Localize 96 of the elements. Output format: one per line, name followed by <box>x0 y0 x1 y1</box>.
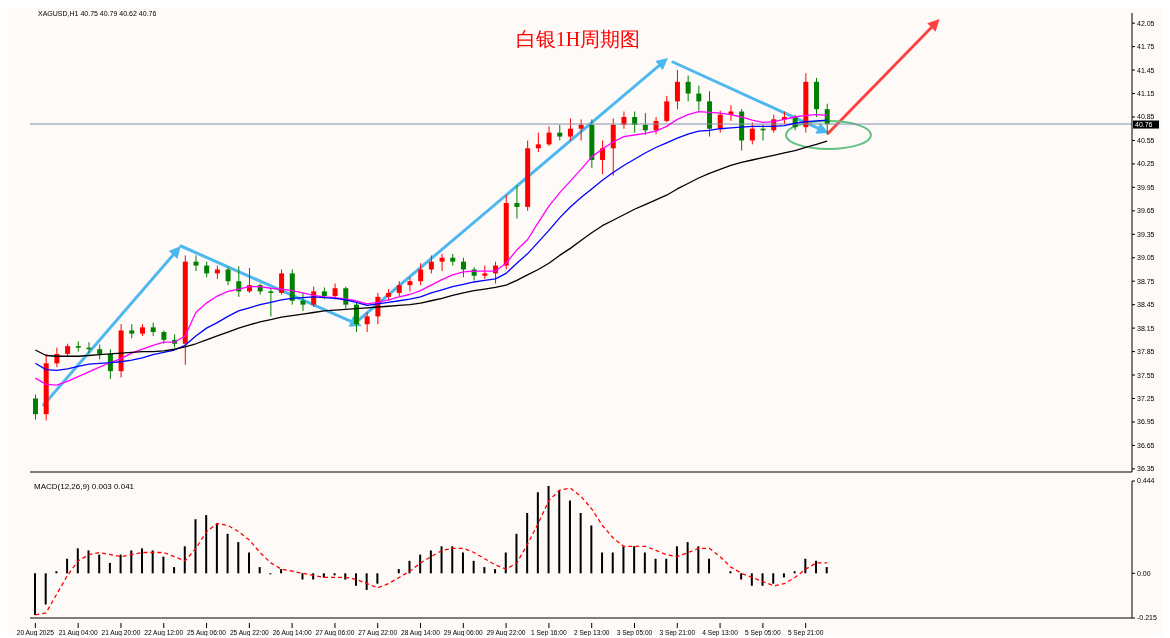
bar <box>750 573 753 586</box>
bar <box>429 550 432 574</box>
bar <box>472 560 475 574</box>
bar <box>461 552 464 574</box>
candlestick <box>696 85 702 112</box>
bar <box>140 548 143 574</box>
bar <box>526 513 529 574</box>
candlestick <box>460 257 466 278</box>
candlestick <box>567 118 573 141</box>
bar <box>397 569 400 574</box>
candlestick <box>578 118 584 141</box>
bar <box>825 567 828 574</box>
bar <box>729 571 732 574</box>
bar <box>376 573 379 584</box>
bar <box>151 550 154 574</box>
bar <box>55 571 58 574</box>
bar <box>344 573 347 580</box>
bar <box>66 558 69 574</box>
candlestick <box>33 394 38 421</box>
bar <box>419 554 422 574</box>
candlestick <box>674 69 680 110</box>
text: 白银1H周期图 <box>514 27 642 52</box>
bar <box>98 554 101 574</box>
bar <box>804 558 807 574</box>
bar <box>215 523 218 574</box>
bar <box>579 513 582 574</box>
candlestick <box>268 287 274 317</box>
candlestick <box>482 265 488 280</box>
bar <box>440 546 443 574</box>
bar <box>815 560 818 574</box>
bar <box>515 533 518 574</box>
bar <box>536 492 539 574</box>
bar <box>697 546 700 574</box>
bar <box>633 546 636 574</box>
candlestick <box>600 139 606 175</box>
bar <box>708 558 711 574</box>
candlestick <box>546 125 552 147</box>
candlestick <box>407 276 413 292</box>
bar <box>740 573 743 580</box>
chart-title: MACD(12,26,9) 0.003 0.041 <box>34 482 135 491</box>
bar <box>558 490 561 574</box>
candlestick <box>75 340 81 353</box>
bar <box>237 542 240 574</box>
bar <box>494 569 497 574</box>
candlestick <box>535 132 541 153</box>
bar <box>782 573 785 578</box>
bar <box>183 546 186 574</box>
bar <box>675 546 678 574</box>
bar <box>258 567 261 574</box>
bar <box>333 573 336 576</box>
bar <box>483 567 486 574</box>
candlestick <box>193 254 199 272</box>
bar <box>44 573 47 605</box>
bar <box>226 533 229 574</box>
bar <box>130 550 133 574</box>
bar <box>76 548 79 574</box>
candlestick <box>418 262 424 286</box>
bar <box>162 556 165 574</box>
bar <box>322 573 325 578</box>
bar <box>280 569 283 574</box>
bar <box>793 571 796 574</box>
candlestick <box>642 112 648 136</box>
bar <box>408 560 411 574</box>
bar <box>451 546 454 574</box>
bar <box>301 573 304 580</box>
candlestick <box>300 292 306 312</box>
bar <box>194 519 197 574</box>
bar <box>205 515 208 574</box>
bar <box>119 554 122 574</box>
candlestick <box>279 268 285 295</box>
bar <box>665 558 668 574</box>
bar <box>654 558 657 574</box>
candlestick <box>353 301 359 333</box>
bar <box>643 552 646 574</box>
candlestick <box>664 95 670 123</box>
bar <box>686 542 689 574</box>
candlestick <box>514 184 520 220</box>
candlestick <box>685 75 691 102</box>
bar <box>601 552 604 574</box>
bar <box>108 562 111 574</box>
bar <box>34 573 36 615</box>
bar <box>590 525 593 574</box>
bar <box>611 552 614 574</box>
bar <box>87 550 90 574</box>
bar <box>568 500 571 574</box>
bar <box>247 552 250 574</box>
candlestick <box>610 118 616 177</box>
bar <box>622 546 625 574</box>
candlestick <box>749 121 755 145</box>
bar <box>365 573 368 590</box>
bar <box>354 573 357 586</box>
candlestick <box>439 253 445 272</box>
bar <box>173 567 176 574</box>
bar <box>772 573 775 584</box>
bar <box>547 485 550 574</box>
candlestick <box>364 311 370 333</box>
